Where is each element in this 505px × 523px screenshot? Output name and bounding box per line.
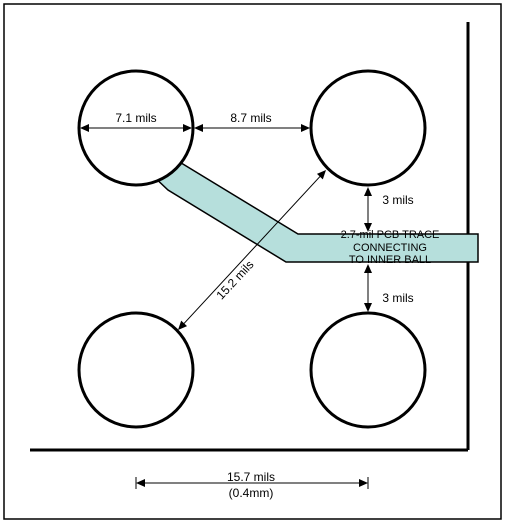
label-trace-line2: TO INNER BALL [349, 254, 431, 266]
label-clearance-top: 3 mils [382, 193, 413, 207]
label-diameter: 7.1 mils [115, 111, 156, 125]
label-clearance-bot: 3 mils [382, 291, 413, 305]
diagram-container: { "canvas": { "width": 505, "height": 52… [0, 0, 505, 523]
label-pitch: 15.7 mils [227, 470, 275, 484]
label-trace: 2.7-mil PCB TRACE CONNECTING TO INNER BA… [333, 229, 448, 267]
label-trace-line1: 2.7-mil PCB TRACE CONNECTING [341, 229, 440, 254]
label-gap-top: 8.7 mils [230, 111, 271, 125]
label-pitch-sub: (0.4mm) [229, 486, 274, 500]
